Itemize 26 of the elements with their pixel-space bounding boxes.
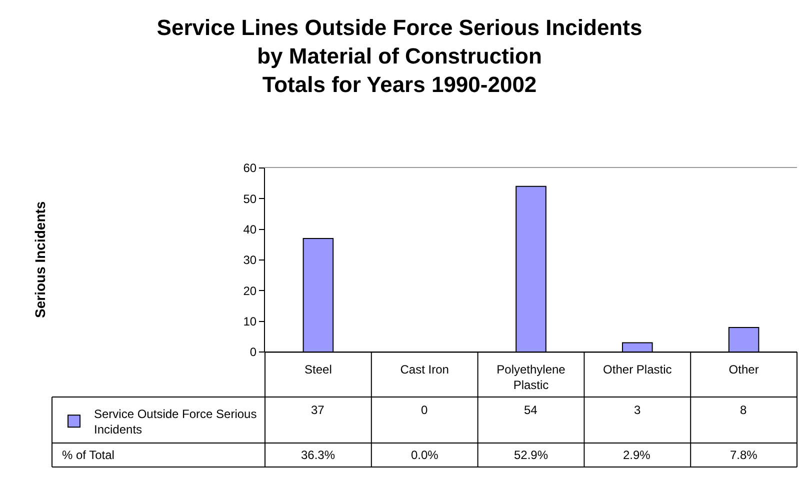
x-tick-label: Polyethylene Plastic — [496, 362, 566, 392]
y-tick-label: 50 — [243, 192, 257, 206]
data-label: 3 — [634, 403, 641, 417]
x-tick-label: Other Plastic — [603, 362, 672, 376]
data-label: 0 — [421, 403, 428, 417]
data-label: 8 — [740, 403, 747, 417]
text: 36.3% — [301, 448, 336, 462]
y-tick-label: 30 — [243, 253, 257, 268]
text: 7.8% — [730, 448, 758, 462]
text: Serious Incidents — [32, 201, 48, 318]
x-tick-label: Other — [728, 362, 759, 376]
y-tick-label: 0 — [250, 345, 257, 360]
y-tick-label: 40 — [243, 222, 257, 237]
data-label: 37 — [311, 403, 325, 417]
x-tick-label: Cast Iron — [400, 362, 449, 376]
x-tick-label: Steel — [304, 362, 332, 376]
legend-label: Service Outside Force Serious Incidents — [94, 406, 257, 437]
text: % of Total — [62, 448, 114, 462]
y-tick-label: 10 — [243, 314, 257, 329]
y-tick-label: 20 — [243, 284, 257, 298]
chart-title: Service Lines Outside Force Serious Incidents by Material of Construction Totals for Years 1990-2002 — [156, 15, 642, 98]
text: 2.9% — [623, 448, 651, 462]
text: 52.9% — [514, 448, 548, 462]
y-tick-label: 60 — [243, 161, 257, 176]
text: 0.0% — [411, 448, 439, 462]
data-label: 54 — [524, 403, 538, 417]
